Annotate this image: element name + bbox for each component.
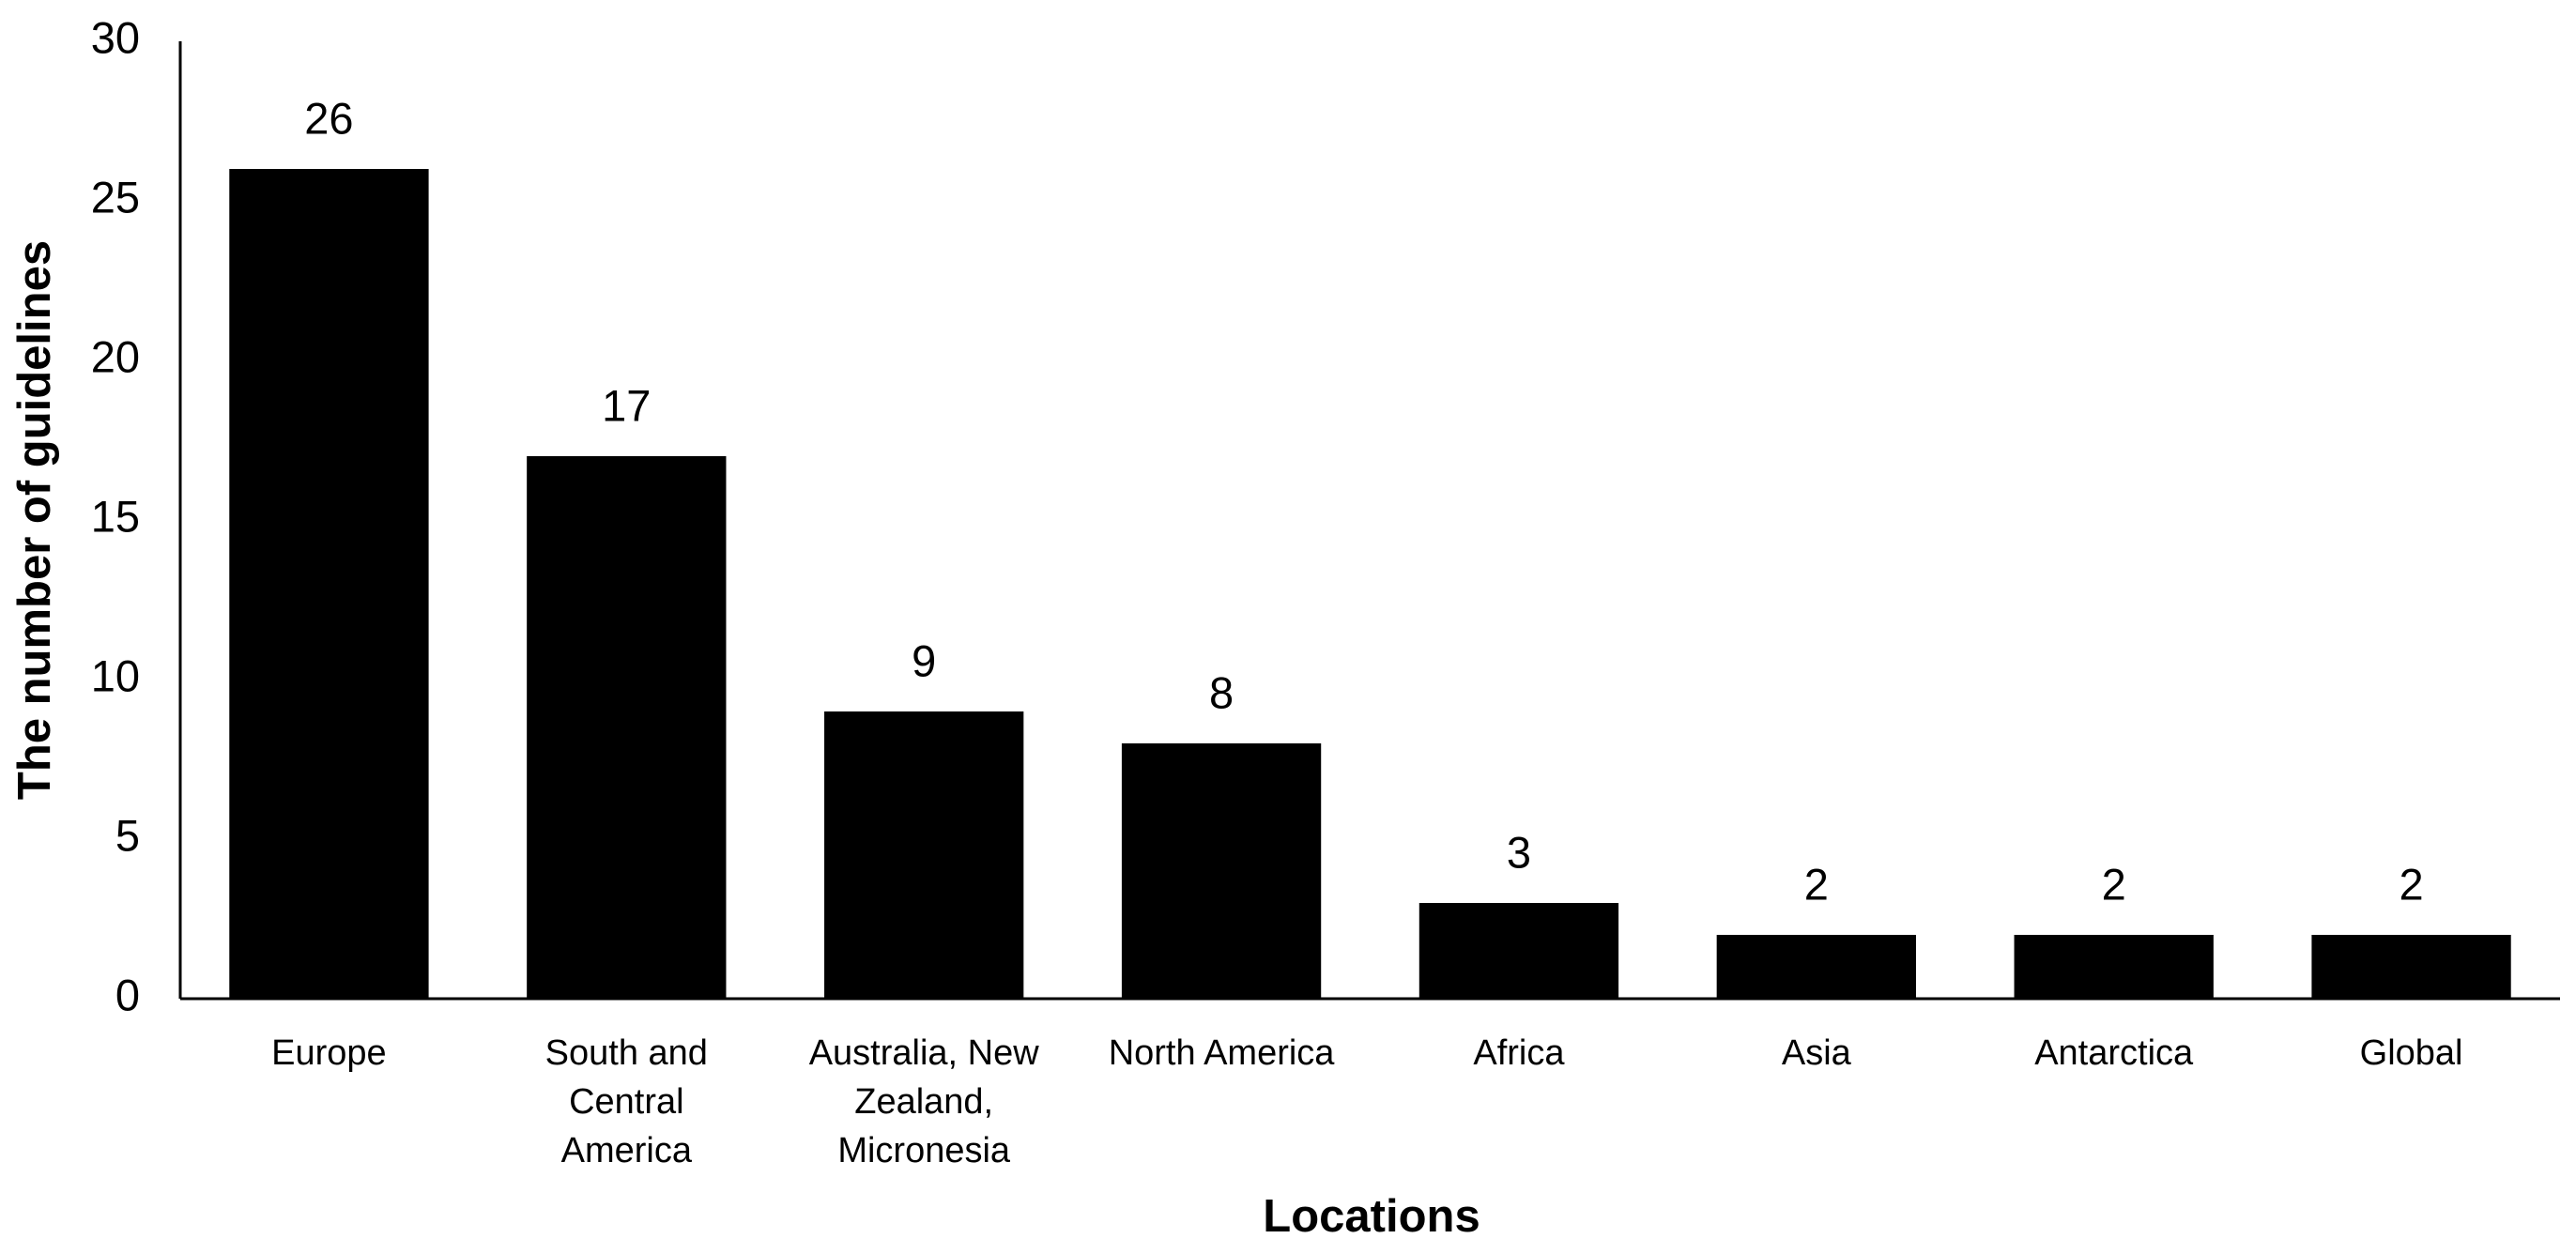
value-label: 2 [1804,859,1829,909]
y-tick-label: 10 [91,650,140,700]
value-label: 2 [2102,859,2126,909]
bar [1716,935,1916,999]
value-label: 2 [2399,859,2423,909]
y-tick-label: 5 [115,810,140,860]
bar [527,456,727,999]
x-tick-label: Asia [1781,1033,1851,1073]
bar [824,711,1024,999]
x-tick-label: Antarctica [2034,1033,2194,1073]
value-label: 8 [1209,667,1234,717]
x-tick-label: Africa [1473,1033,1565,1073]
x-tick-label: South and Central America [544,1033,708,1170]
y-tick-label: 0 [115,970,140,1019]
y-axis-title: The number of guidelines [9,240,60,800]
x-axis-title: Locations [1263,1191,1480,1242]
bar [2014,935,2214,999]
x-tick-label: Europe [271,1033,387,1073]
y-tick-label: 20 [91,331,140,381]
y-tick-label: 30 [91,12,140,62]
bar [1121,743,1322,999]
x-tick-label: North America [1108,1033,1335,1073]
x-tick-label: Australia, New Zealand, Micronesia [808,1033,1039,1170]
y-tick-label: 15 [91,491,140,541]
value-label: 9 [912,635,936,685]
value-label: 3 [1507,827,1531,877]
bar [2311,935,2511,999]
y-tick-label: 25 [91,172,140,222]
bar [229,169,429,999]
x-tick-label: Global [2359,1033,2463,1073]
bar [1418,903,1619,999]
value-label: 26 [304,93,353,143]
value-label: 17 [602,380,651,430]
